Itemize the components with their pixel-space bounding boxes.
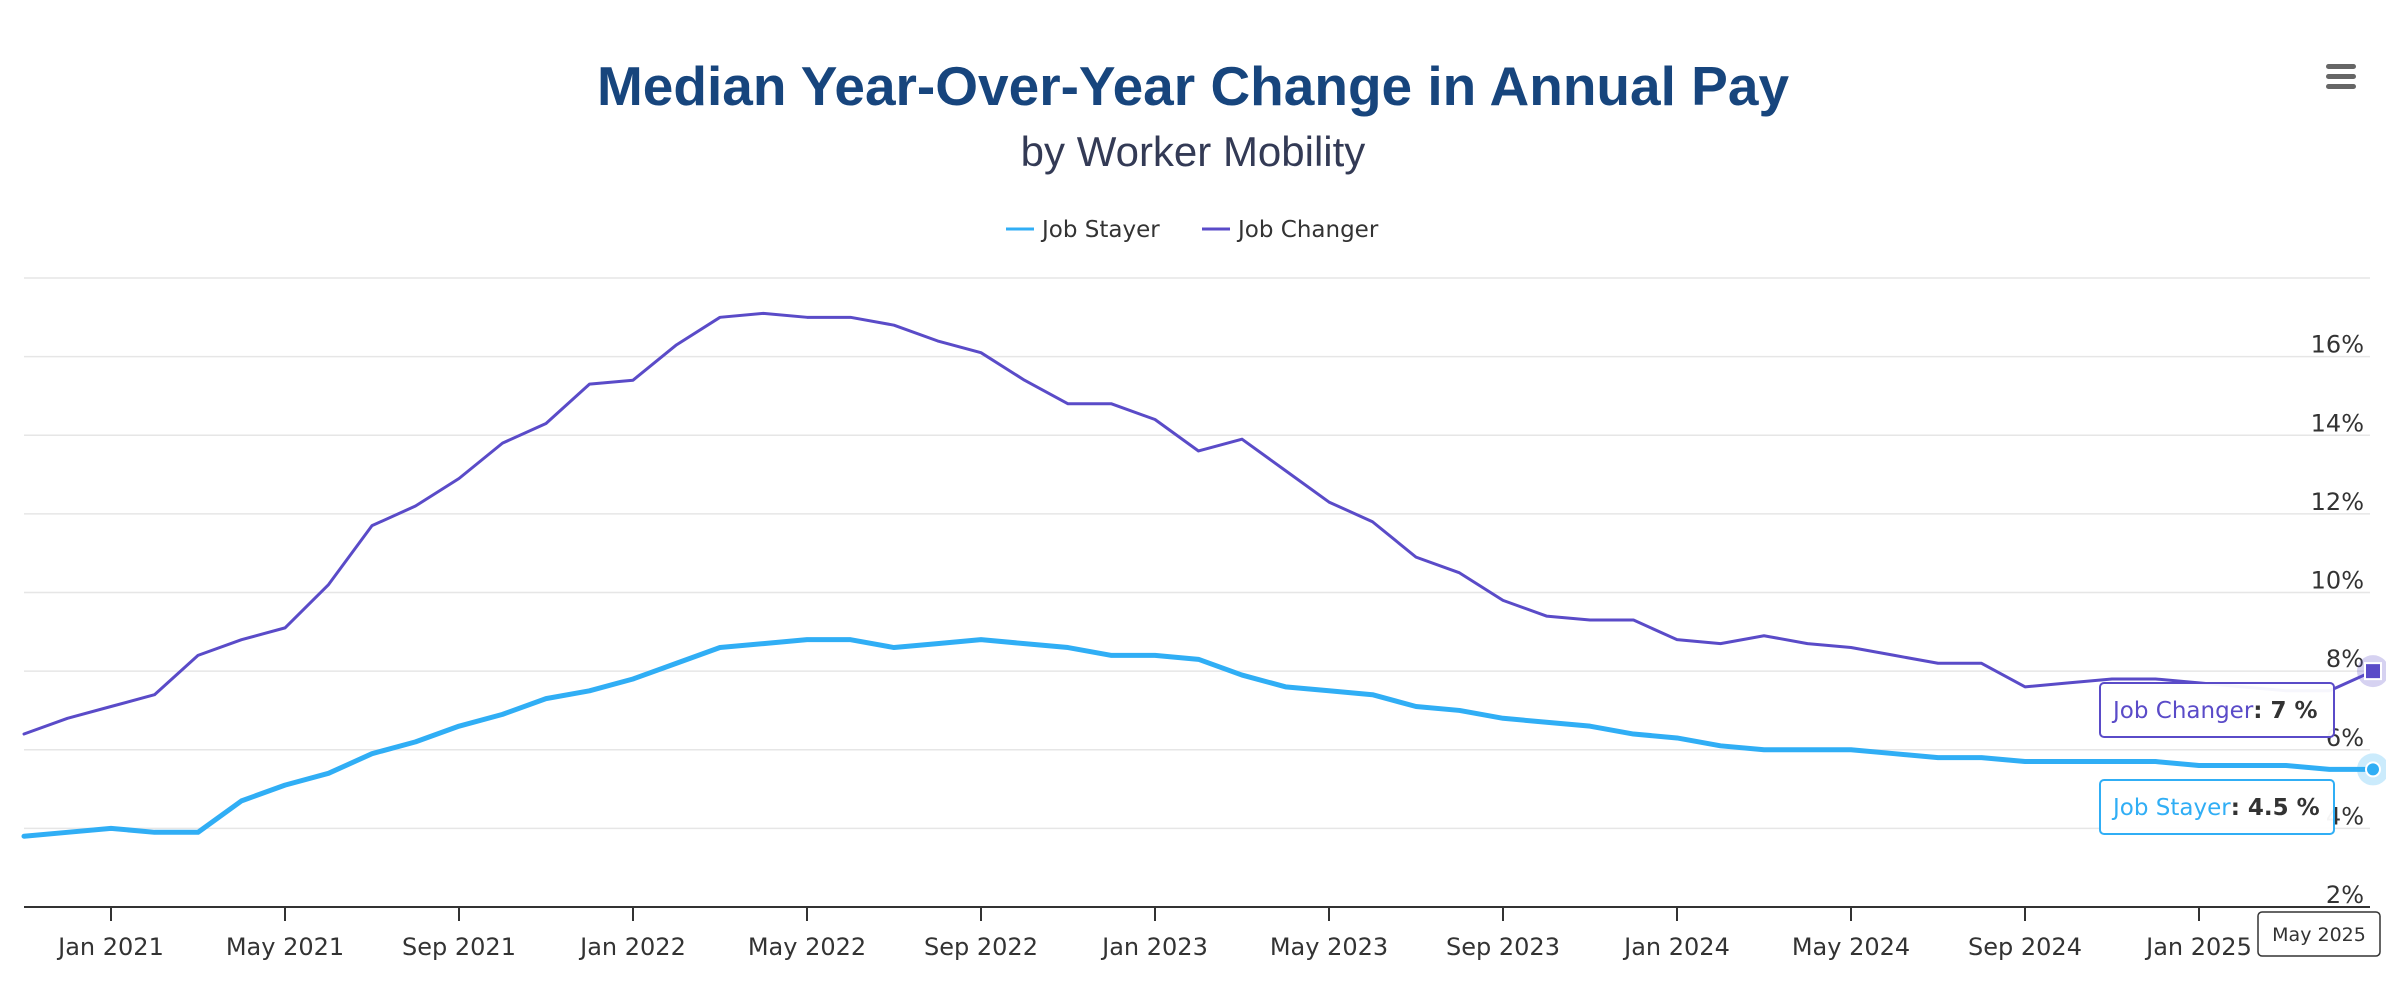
x-crosshair-label: May 2025 bbox=[2257, 911, 2381, 957]
x-tick-label: May 2024 bbox=[1792, 933, 1910, 961]
x-tick-label: Sep 2023 bbox=[1446, 933, 1560, 961]
series-line-job-changer bbox=[22, 311, 2375, 736]
tooltip-job-changer: Job Changer: 7 % bbox=[2099, 682, 2335, 738]
x-tick-label: Jan 2021 bbox=[56, 933, 164, 961]
x-tick-label: May 2023 bbox=[1270, 933, 1388, 961]
chart-title: Median Year-Over-Year Change in Annual P… bbox=[597, 55, 1789, 117]
legend-label-job-stayer: Job Stayer bbox=[1040, 217, 1160, 243]
x-tick-label: May 2021 bbox=[226, 933, 344, 961]
legend-item-job-stayer[interactable]: Job Stayer bbox=[1006, 217, 1160, 243]
svg-text:Job Changer: 7 %: Job Changer: 7 % bbox=[2111, 698, 2318, 724]
y-tick-label: 14% bbox=[2311, 409, 2364, 437]
hover-marker-job-stayer[interactable] bbox=[2365, 761, 2381, 778]
y-tick-label: 12% bbox=[2311, 488, 2364, 516]
gridlines bbox=[24, 277, 2370, 830]
legend-item-job-changer[interactable]: Job Changer bbox=[1202, 217, 1379, 243]
x-tick-label: Sep 2024 bbox=[1968, 933, 2082, 961]
series-lines bbox=[21, 311, 2386, 839]
tooltip-job-changer-value: 7 % bbox=[2271, 698, 2318, 724]
tooltip-job-stayer-value: 4.5 % bbox=[2248, 795, 2320, 821]
legend-label-job-changer: Job Changer bbox=[1236, 217, 1379, 243]
hover-marker-job-changer[interactable] bbox=[2364, 662, 2382, 681]
chart-subtitle: by Worker Mobility bbox=[1021, 128, 1366, 175]
x-tick-label: Sep 2021 bbox=[402, 933, 516, 961]
x-tick-label: Sep 2022 bbox=[924, 933, 1038, 961]
x-tick-label: Jan 2025 bbox=[2144, 933, 2252, 961]
tooltip-job-stayer: Job Stayer: 4.5 % bbox=[2099, 779, 2335, 835]
x-tick-label: Jan 2024 bbox=[1622, 933, 1730, 961]
x-tick-label: May 2022 bbox=[748, 933, 866, 961]
x-crosshair-label-text: May 2025 bbox=[2272, 924, 2366, 946]
tooltip-job-stayer-label: Job Stayer bbox=[2111, 795, 2231, 821]
legend: Job Stayer Job Changer bbox=[1006, 217, 1379, 243]
hamburger-menu-icon bbox=[2326, 64, 2356, 89]
y-tick-label: 8% bbox=[2326, 645, 2364, 673]
x-tick-label: Jan 2022 bbox=[578, 933, 686, 961]
svg-text:Job Stayer: 4.5 %: Job Stayer: 4.5 % bbox=[2111, 795, 2320, 821]
menu-button[interactable] bbox=[2326, 64, 2356, 89]
series-line-job-stayer bbox=[21, 637, 2376, 839]
x-tick-label: Jan 2023 bbox=[1100, 933, 1208, 961]
y-tick-label: 16% bbox=[2311, 331, 2364, 359]
x-axis: Jan 2021 May 2021 Sep 2021 Jan 2022 May 2022… bbox=[56, 907, 2252, 961]
y-tick-label: 2% bbox=[2326, 881, 2364, 909]
y-tick-label: 10% bbox=[2311, 567, 2364, 595]
tooltip-job-changer-label: Job Changer bbox=[2111, 698, 2254, 724]
